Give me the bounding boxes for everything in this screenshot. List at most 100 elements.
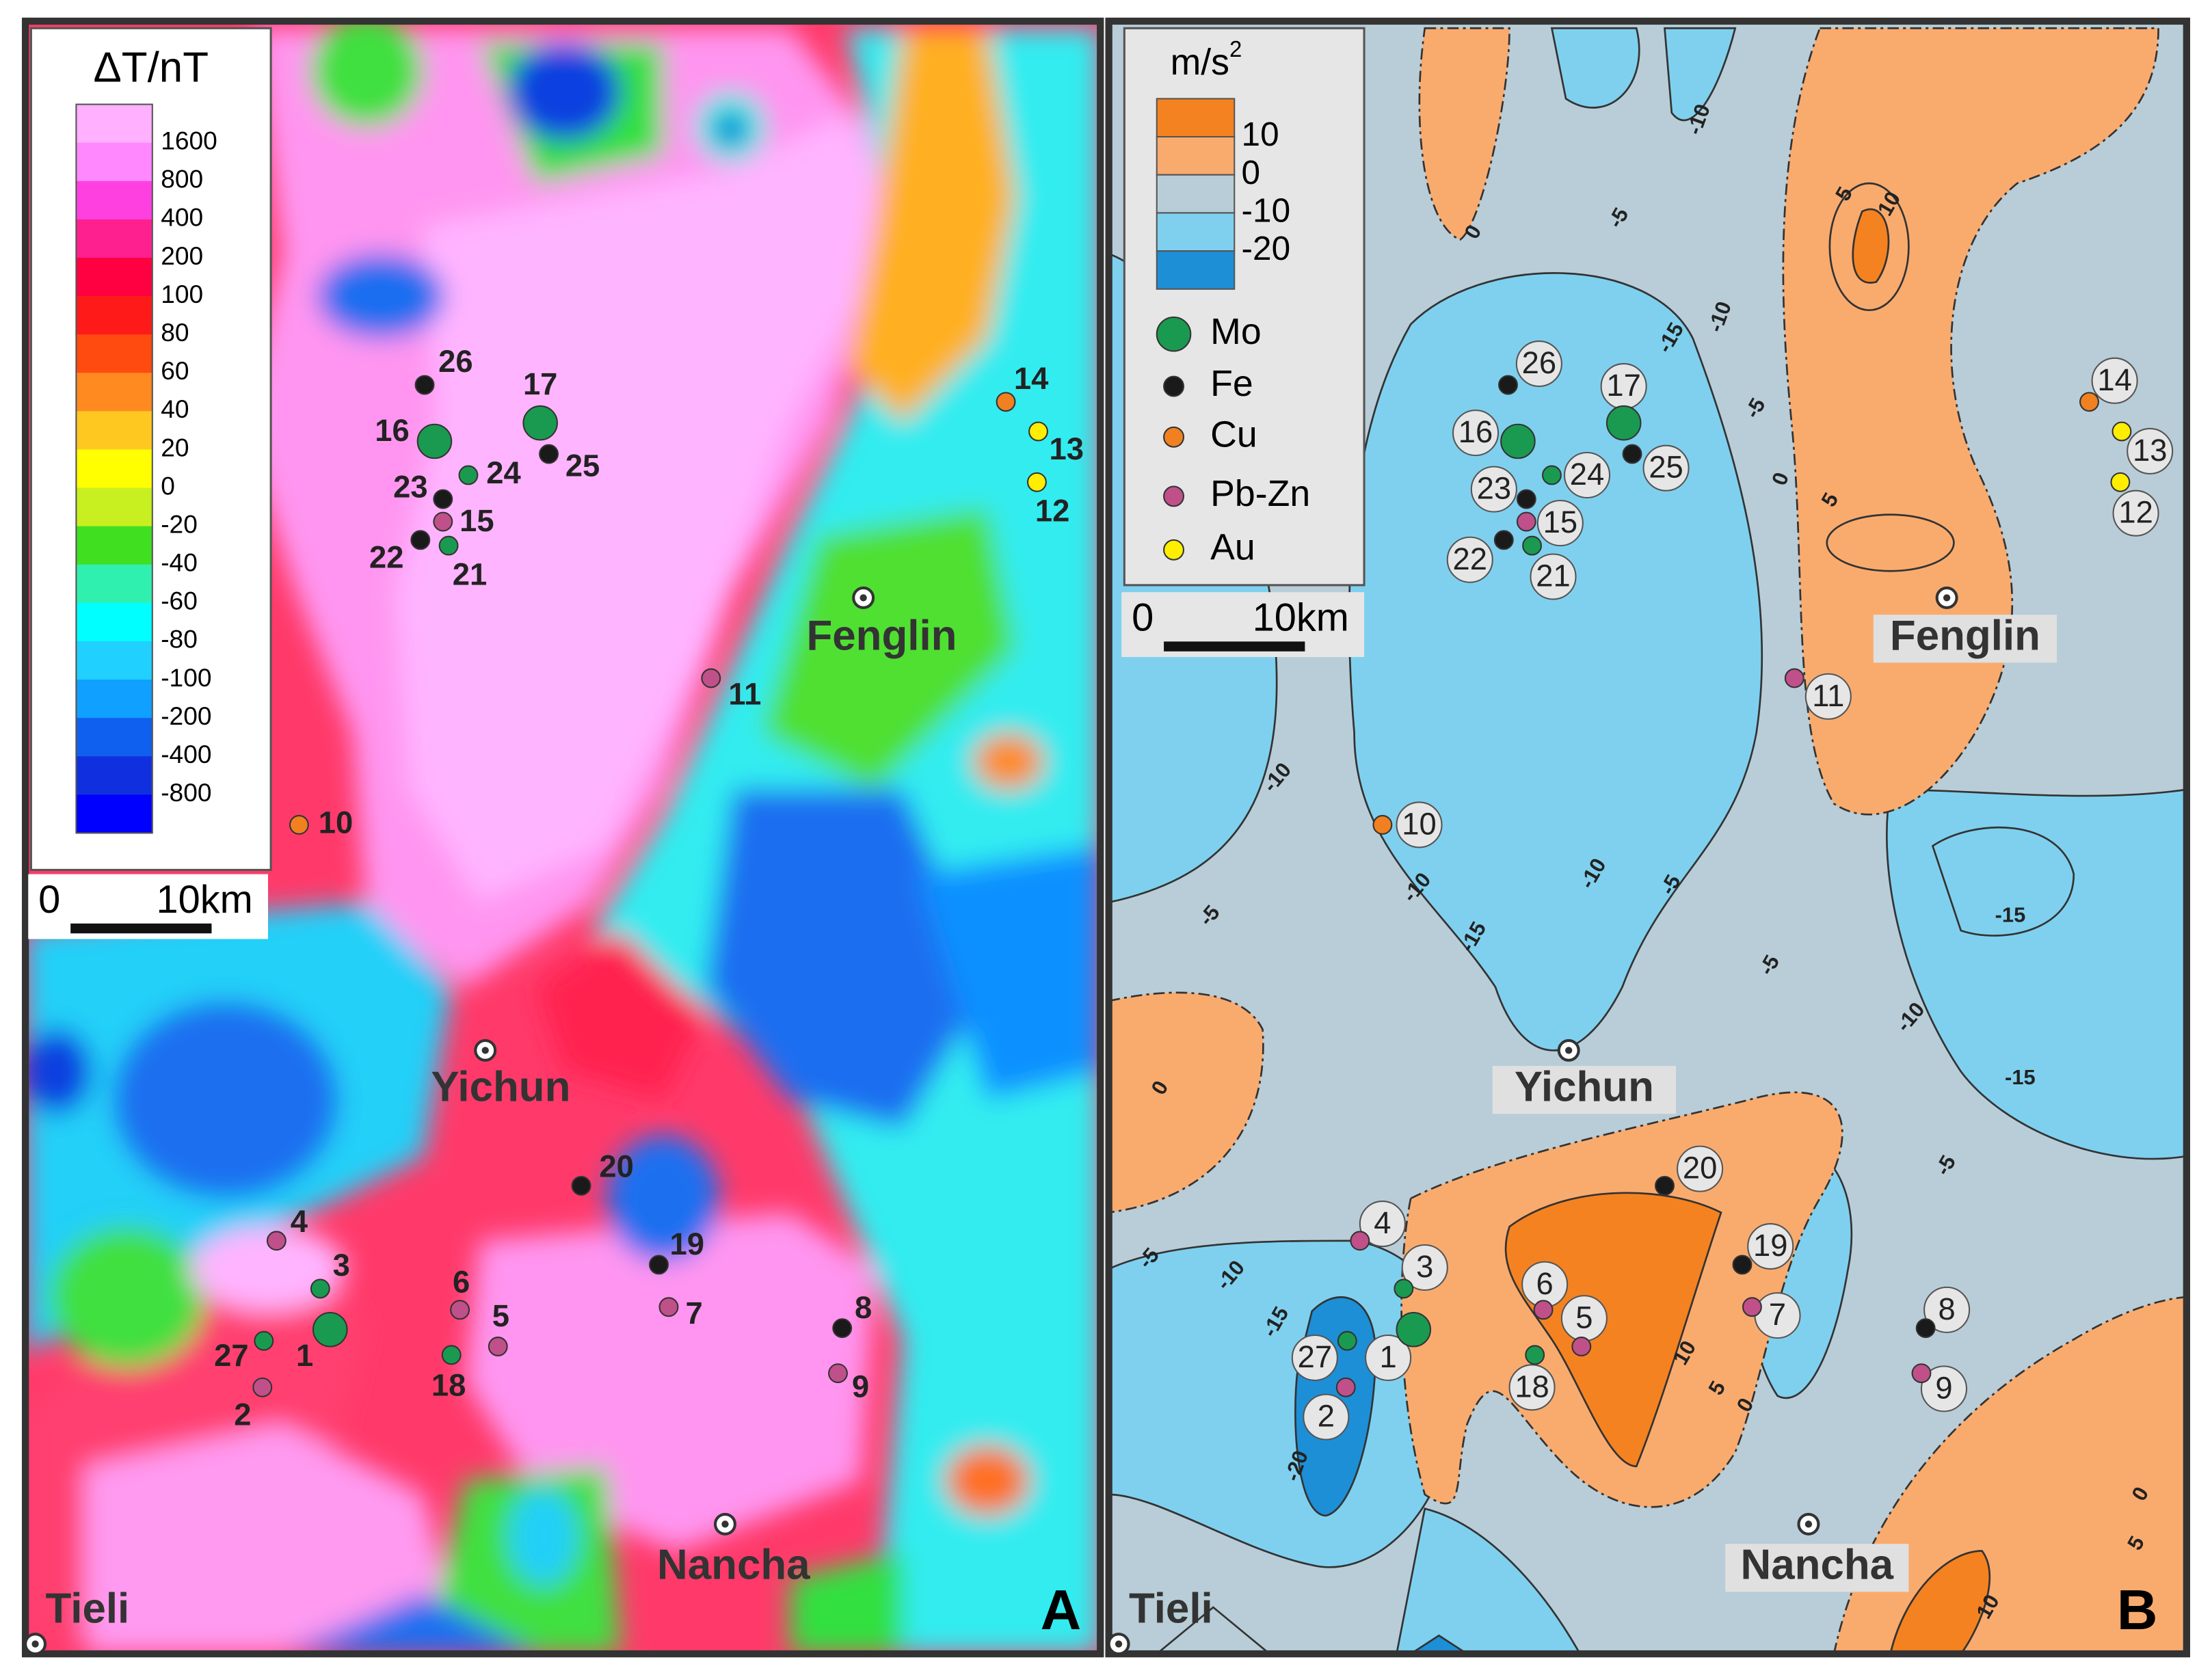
deposit-label-bg (1291, 1334, 1338, 1382)
legend-label: -20 (1242, 230, 1291, 267)
deposit-marker (416, 423, 453, 459)
legend-label: -80 (161, 625, 198, 654)
deposit-label: 13 (2133, 433, 2167, 468)
deposit-label: 12 (2118, 495, 2153, 530)
legend-label: 40 (161, 394, 189, 423)
color-swatch (76, 564, 152, 604)
deposit-marker (1498, 375, 1518, 395)
deposit-marker (1516, 511, 1536, 532)
panel-letter: B (2117, 1579, 2158, 1642)
legend-label: 80 (161, 318, 189, 347)
deposit-marker (312, 1311, 348, 1348)
deposit-label-bg (2112, 490, 2159, 537)
panel-letter: A (1041, 1579, 1082, 1642)
deposit-marker (252, 1377, 273, 1397)
deposit-marker (1350, 1231, 1370, 1251)
legend-label: -200 (161, 701, 211, 730)
deposit-marker (658, 1297, 679, 1317)
legend-label: 200 (161, 241, 203, 270)
color-swatch (76, 104, 152, 144)
legend-label: 800 (161, 165, 203, 193)
deposit-marker (1915, 1318, 1936, 1339)
legend-label: -400 (161, 740, 211, 768)
deposit-label-bg (1677, 1145, 1724, 1192)
deposit-marker (1622, 444, 1642, 464)
place-marker-center (1115, 1640, 1123, 1648)
magnetic-map (25, 21, 1101, 1654)
place-marker-center (1565, 1047, 1573, 1054)
deposit-label: 25 (565, 448, 600, 483)
deposit-label: 20 (599, 1149, 633, 1184)
deposit-marker (571, 1175, 591, 1196)
place-marker-center (31, 1640, 39, 1648)
deposit-label-bg (1642, 444, 1690, 492)
deposit-marker (701, 668, 721, 688)
place-marker-center (1943, 594, 1951, 602)
deposit-label: 12 (1035, 494, 1069, 528)
deposit-marker (832, 1318, 853, 1339)
place-label: Nancha (657, 1542, 810, 1589)
legend-label: Mo (1210, 311, 1262, 352)
place-label: Fenglin (806, 613, 957, 660)
legend-label: Fe (1210, 363, 1253, 404)
deposit-label: 1 (296, 1338, 313, 1373)
deposit-label: 2 (234, 1397, 251, 1432)
color-swatch (76, 602, 152, 642)
deposit-marker (1784, 668, 1804, 688)
color-swatch (76, 219, 152, 259)
deposit-marker (438, 535, 459, 556)
deposit-label: 27 (214, 1338, 248, 1373)
place-label: Fenglin (1890, 613, 2040, 660)
deposit-marker (1911, 1363, 1932, 1384)
deposit-label: 26 (1522, 345, 1556, 380)
deposit-marker (414, 375, 435, 395)
place-label-bg (1725, 1544, 1909, 1592)
color-swatch (1156, 98, 1236, 138)
deposit-label-bg (1396, 801, 1443, 848)
deposit-marker (1732, 1255, 1753, 1275)
scale-bar (70, 923, 212, 934)
deposit-marker (1525, 1345, 1545, 1365)
deposit-marker (1337, 1330, 1357, 1351)
deposit-marker (1655, 1175, 1675, 1196)
deposit-label-bg (1536, 500, 1584, 547)
deposit-marker (649, 1255, 669, 1275)
deposit-label: 9 (1935, 1370, 1952, 1405)
legend-label: -10 (1242, 191, 1291, 229)
place-marker-center (721, 1520, 729, 1528)
legend-label: 0 (161, 471, 175, 500)
deposit-label: 10 (1402, 806, 1436, 841)
legend-label: 20 (161, 433, 189, 461)
deposit-marker (433, 511, 453, 532)
deposit-label: 6 (1536, 1266, 1554, 1301)
deposit-label: 4 (291, 1204, 308, 1239)
legend-symbol (1163, 485, 1185, 507)
deposit-marker (1522, 535, 1543, 556)
place-label: Tieli (1129, 1585, 1213, 1633)
deposit-label: 20 (1683, 1151, 1717, 1185)
deposit-marker (1394, 1278, 1414, 1299)
deposit-label-bg (1530, 553, 1577, 600)
deposit-label: 24 (1570, 457, 1604, 492)
deposit-label: 15 (459, 503, 494, 538)
scale-bar-label: 10km (157, 878, 253, 922)
legend-label: -800 (161, 778, 211, 807)
deposit-marker (1533, 1300, 1554, 1320)
scale-bar-label: 0 (38, 878, 60, 922)
deposit-marker (289, 815, 309, 835)
deposit-label: 3 (1416, 1249, 1433, 1284)
deposit-marker (1571, 1337, 1592, 1356)
color-swatch (1156, 136, 1236, 176)
scale-bar-label: 10km (1253, 596, 1349, 640)
legend-label: -40 (161, 548, 198, 577)
deposit-label: 11 (1812, 678, 1844, 713)
deposit-marker (458, 465, 479, 485)
color-swatch (76, 180, 152, 220)
deposit-label-bg (2127, 427, 2174, 474)
legend-label: 10 (1242, 116, 1279, 153)
deposit-label: 9 (852, 1369, 869, 1404)
place-marker-center (1804, 1520, 1813, 1528)
deposit-label: 15 (1543, 505, 1577, 539)
deposit-marker (996, 392, 1016, 412)
